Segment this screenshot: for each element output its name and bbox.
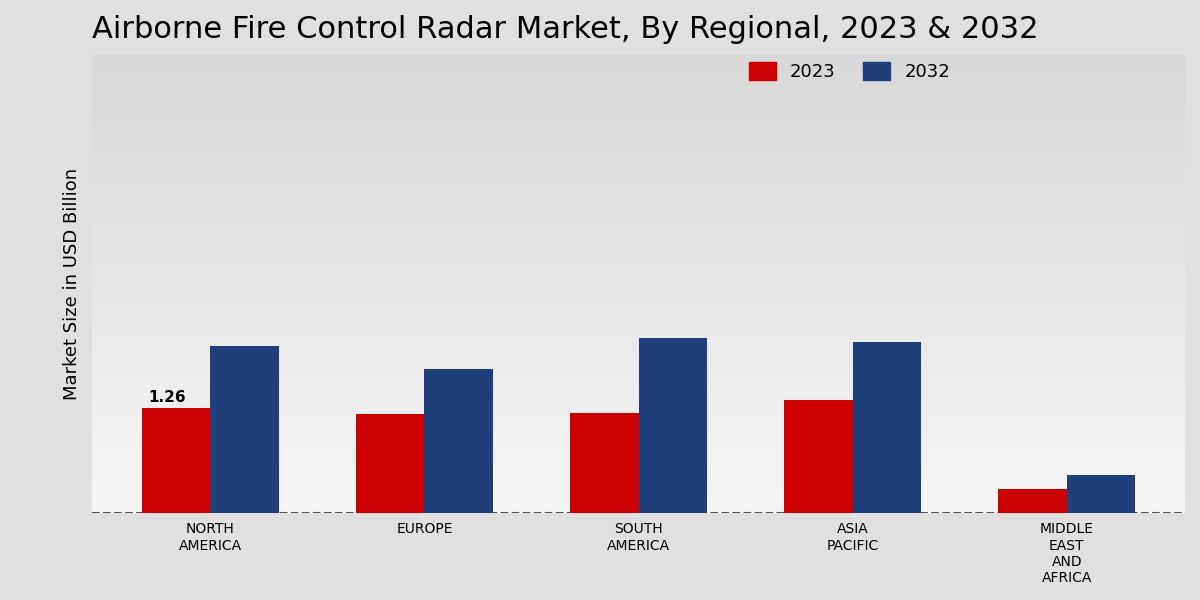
- Bar: [784, 400, 853, 512]
- Text: 1.26: 1.26: [149, 390, 186, 405]
- Bar: [570, 413, 638, 512]
- Bar: [142, 408, 210, 512]
- Text: Airborne Fire Control Radar Market, By Regional, 2023 & 2032: Airborne Fire Control Radar Market, By R…: [92, 15, 1039, 44]
- Bar: [1067, 475, 1135, 512]
- Legend: 2023, 2032: 2023, 2032: [742, 55, 958, 88]
- Bar: [638, 338, 707, 512]
- Bar: [210, 346, 278, 512]
- Y-axis label: Market Size in USD Billion: Market Size in USD Billion: [62, 167, 82, 400]
- Bar: [425, 370, 493, 512]
- Bar: [853, 342, 922, 512]
- Bar: [356, 415, 425, 512]
- Bar: [998, 490, 1067, 512]
